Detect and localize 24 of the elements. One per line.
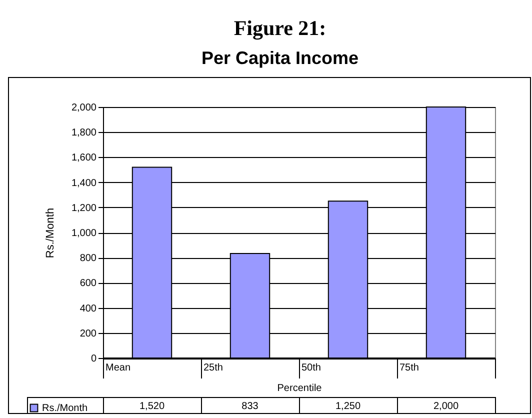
data-label: 1,250 [335, 401, 361, 412]
y-tick-label: 1,800 [71, 128, 97, 139]
x-tick-label: 25th [204, 362, 223, 374]
x-tick-label: Mean [106, 362, 131, 374]
y-tick-label: 1,000 [71, 228, 97, 239]
y-tick-label: 400 [80, 303, 97, 314]
y-tick-label: 0 [90, 354, 97, 364]
x-tick-label: 50th [302, 362, 321, 374]
y-tick-label: 600 [80, 278, 97, 290]
y-tick-label: 200 [80, 328, 97, 340]
y-tick-label: 1,400 [71, 178, 97, 189]
chart-title: Figure 21: [232, 16, 328, 41]
y-axis-title: Rs./Month [44, 208, 56, 258]
data-label: 833 [242, 401, 259, 412]
y-tick-label: 2,000 [71, 102, 97, 114]
data-label: 2,000 [433, 401, 459, 412]
x-tick-label: 75th [400, 362, 419, 374]
legend-label: Rs./Month [42, 403, 88, 414]
y-tick-label: 1,200 [71, 202, 97, 214]
data-label: 1,520 [139, 401, 165, 412]
y-tick-label: 800 [80, 253, 97, 264]
x-axis-title: Percentile [277, 383, 322, 394]
y-tick-label: 1,600 [71, 152, 97, 164]
chart-subtitle: Per Capita Income [200, 48, 360, 69]
